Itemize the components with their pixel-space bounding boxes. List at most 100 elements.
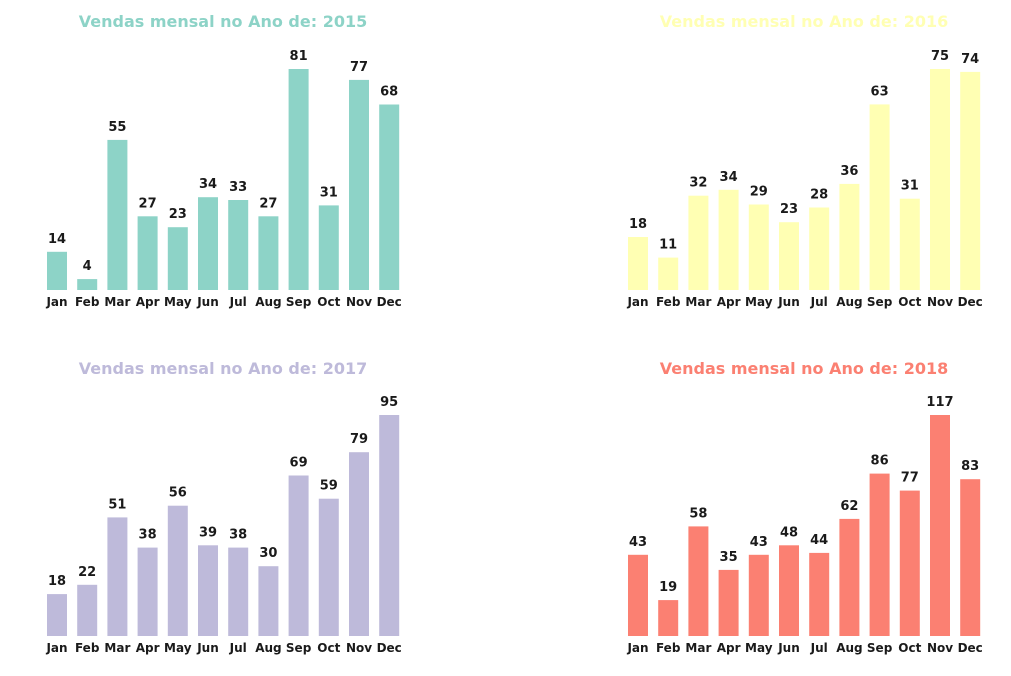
data-label: 69	[290, 456, 308, 471]
data-label: 27	[259, 196, 277, 211]
x-tick-label: Oct	[317, 641, 340, 655]
data-label: 32	[689, 176, 707, 191]
x-tick-label: May	[164, 641, 192, 655]
bar-nov	[930, 415, 950, 636]
bar-mar	[688, 526, 709, 636]
x-tick-label: Feb	[656, 295, 681, 309]
bar-mar	[107, 517, 128, 636]
data-label: 95	[380, 395, 398, 410]
data-label: 59	[320, 479, 338, 494]
bar-jan	[47, 251, 67, 290]
chart-panel-1: Vendas mensal no Ano de: 2015 14 Jan 4 Feb 55…	[45, 12, 401, 309]
bar-sep	[869, 473, 890, 636]
data-label: 75	[931, 49, 949, 64]
x-tick-label: Aug	[836, 641, 862, 655]
x-tick-label: Feb	[656, 641, 681, 655]
bar-aug	[258, 216, 279, 290]
x-tick-label: Aug	[255, 295, 281, 309]
bar-aug	[839, 183, 860, 290]
x-tick-label: Mar	[104, 295, 130, 309]
bar-dec	[379, 415, 400, 636]
data-label: 68	[380, 85, 398, 100]
data-label: 58	[689, 506, 707, 521]
data-label: 56	[169, 486, 187, 501]
bar-jun	[779, 222, 799, 290]
bar-dec	[379, 104, 400, 290]
bar-apr	[718, 189, 739, 290]
data-label: 62	[840, 499, 858, 514]
bar-mar	[107, 139, 128, 290]
x-tick-label: May	[164, 295, 192, 309]
x-tick-label: Nov	[346, 295, 372, 309]
x-tick-label: Oct	[898, 641, 921, 655]
bar-may	[748, 204, 769, 290]
bar-may	[167, 505, 188, 636]
x-tick-label: Dec	[377, 295, 402, 309]
bar-jul	[809, 207, 830, 290]
chart-title: Vendas mensal no Ano de: 2017	[79, 359, 367, 378]
x-tick-label: Feb	[75, 641, 100, 655]
x-tick-label: Apr	[136, 641, 160, 655]
x-tick-label: Jan	[45, 295, 67, 309]
data-label: 30	[259, 546, 277, 561]
data-label: 77	[350, 60, 368, 75]
chart-title: Vendas mensal no Ano de: 2016	[660, 12, 948, 31]
x-tick-label: Jul	[810, 295, 828, 309]
data-label: 19	[659, 580, 677, 595]
data-label: 34	[720, 170, 738, 185]
bar-jun	[198, 545, 218, 636]
data-label: 51	[108, 497, 126, 512]
x-tick-label: Jun	[196, 295, 219, 309]
bar-jun	[198, 197, 218, 290]
chart-panel-2: Vendas mensal no Ano de: 2016 18 Jan 11 Feb 3…	[626, 12, 982, 309]
bar-sep	[288, 475, 309, 636]
data-label: 117	[926, 395, 953, 410]
bar-may	[167, 227, 188, 290]
data-label: 29	[750, 185, 768, 200]
x-tick-label: Apr	[717, 641, 741, 655]
bar-jan	[628, 554, 648, 636]
data-label: 44	[810, 533, 828, 548]
data-label: 79	[350, 432, 368, 447]
bar-feb	[77, 279, 98, 290]
x-tick-label: Dec	[377, 641, 402, 655]
bar-jan	[628, 237, 648, 290]
data-label: 4	[83, 259, 92, 274]
bar-dec	[960, 71, 981, 291]
x-tick-label: Mar	[685, 295, 711, 309]
data-label: 11	[659, 238, 677, 253]
bar-apr	[137, 547, 158, 636]
chart-title: Vendas mensal no Ano de: 2018	[660, 359, 948, 378]
x-tick-label: May	[745, 641, 773, 655]
bar-jul	[228, 547, 249, 636]
data-label: 23	[780, 202, 798, 217]
data-label: 36	[840, 164, 858, 179]
x-tick-label: Mar	[685, 641, 711, 655]
data-label: 35	[720, 550, 738, 565]
bar-aug	[839, 518, 860, 636]
x-tick-label: Apr	[136, 295, 160, 309]
data-label: 38	[139, 528, 157, 543]
x-tick-label: Apr	[717, 295, 741, 309]
x-tick-label: Nov	[927, 641, 953, 655]
data-label: 83	[961, 459, 979, 474]
x-tick-label: May	[745, 295, 773, 309]
bar-aug	[258, 566, 279, 636]
data-label: 31	[320, 185, 338, 200]
bar-jul	[809, 552, 830, 636]
x-tick-label: Sep	[286, 641, 312, 655]
x-tick-label: Aug	[836, 295, 862, 309]
chart-panel-3: Vendas mensal no Ano de: 2017 18 Jan 22 Feb 5…	[45, 359, 401, 655]
x-tick-label: Sep	[286, 295, 312, 309]
bar-nov	[349, 452, 369, 636]
data-label: 86	[871, 454, 889, 469]
bar-jan	[47, 594, 67, 636]
data-label: 55	[108, 120, 126, 135]
bar-feb	[658, 257, 679, 290]
x-tick-label: Dec	[958, 641, 983, 655]
data-label: 81	[290, 49, 308, 64]
data-label: 34	[199, 177, 217, 192]
bar-oct	[318, 498, 339, 636]
x-tick-label: Jan	[45, 641, 67, 655]
x-tick-label: Jun	[777, 641, 800, 655]
